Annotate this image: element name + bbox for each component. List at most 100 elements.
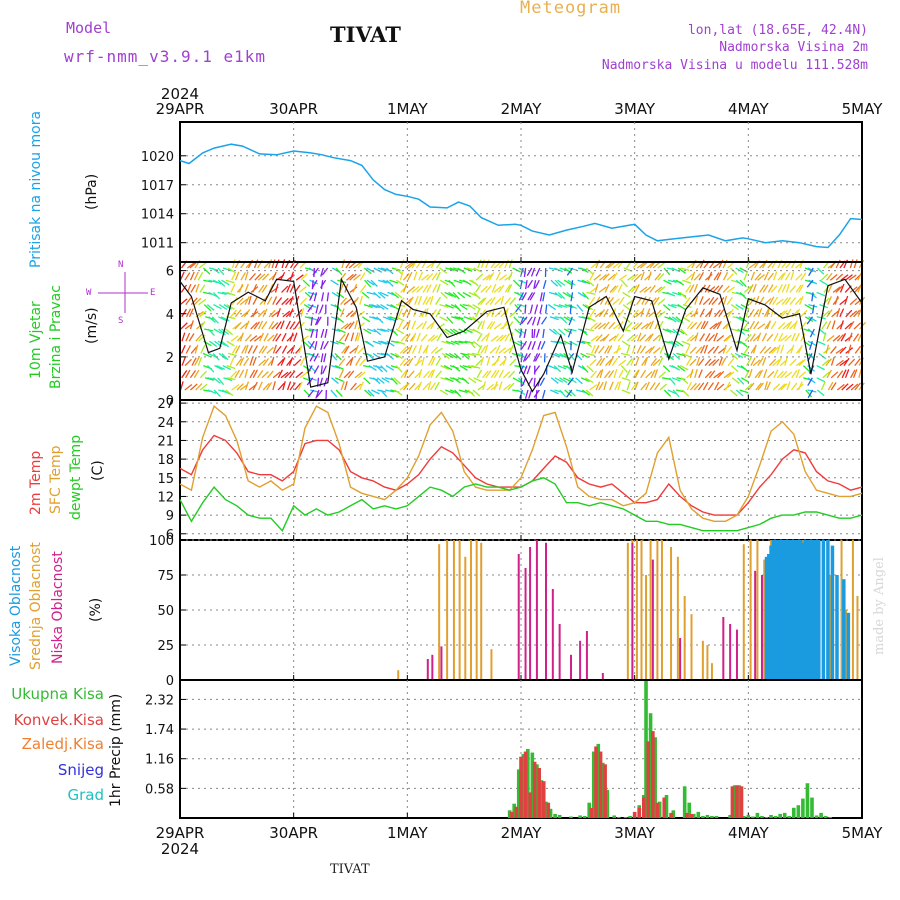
wind-barb xyxy=(584,377,594,384)
wind-barb xyxy=(745,308,750,317)
wind-barb xyxy=(244,334,252,342)
wind-barb xyxy=(221,279,230,286)
wind-barb xyxy=(194,357,200,366)
wind-barb xyxy=(677,267,686,274)
wind-barb xyxy=(181,356,186,366)
wind-barb xyxy=(243,357,250,366)
wind-barb xyxy=(757,369,764,379)
low-cloud-bar xyxy=(426,659,429,680)
wind-barb xyxy=(640,271,645,281)
wind-barb xyxy=(667,389,677,395)
wind-barb xyxy=(266,346,274,354)
conv-precip-legend: Konvek.Kisa xyxy=(13,711,104,729)
wind-barb xyxy=(253,321,261,330)
wind-barb xyxy=(261,345,268,354)
wind-barb xyxy=(353,383,362,391)
wind-barb xyxy=(627,274,636,281)
wind-barb xyxy=(707,271,713,281)
wind-barb xyxy=(848,321,855,330)
wind-barb xyxy=(636,262,645,269)
temperature-ytick-label: 15 xyxy=(157,472,174,487)
wind-barb xyxy=(504,284,511,293)
wind-barb xyxy=(708,370,716,379)
total-precip-bar xyxy=(782,812,787,818)
wind-barb xyxy=(185,345,192,354)
wind-barb xyxy=(485,332,490,342)
wind-barb xyxy=(468,291,478,297)
wind-barb xyxy=(631,273,639,281)
wind-barb xyxy=(271,322,279,330)
wind-barb xyxy=(181,370,188,379)
date-label-top: 30APR xyxy=(269,100,318,118)
wind-barb xyxy=(507,284,513,293)
wind-barb xyxy=(334,365,344,370)
total-precip-bar xyxy=(605,789,610,818)
wind-barb xyxy=(480,285,488,293)
mid-cloud-bar xyxy=(635,540,638,680)
wind-barb xyxy=(347,370,355,379)
wind-barb xyxy=(261,273,270,281)
wind-barb xyxy=(253,335,262,342)
wind-barb xyxy=(853,259,858,269)
wind-barb xyxy=(482,274,491,281)
high-cloud-bar xyxy=(767,554,771,680)
wind-barb xyxy=(559,377,568,384)
wind-barb xyxy=(768,346,777,354)
wind-barb xyxy=(294,382,302,391)
precip-ytick-label: 0.58 xyxy=(145,782,174,797)
low-cloud-bar xyxy=(579,640,582,680)
wind-barb xyxy=(707,346,715,354)
wind-barb xyxy=(644,347,653,354)
wind-barb xyxy=(494,297,502,306)
wind-barb xyxy=(206,304,215,311)
total-precip-bar xyxy=(714,815,719,818)
conv-precip-bar xyxy=(546,802,551,818)
wind-barb xyxy=(800,309,808,318)
wind-barb xyxy=(541,316,548,325)
wind-barb xyxy=(252,381,258,391)
wind-barb xyxy=(853,322,862,330)
wind-barb xyxy=(467,304,476,311)
wind-barb xyxy=(816,377,826,383)
wind-barb xyxy=(791,370,798,379)
wind-barb xyxy=(707,286,716,293)
wind-barb xyxy=(641,296,647,305)
wind-barb xyxy=(672,328,680,336)
wind-barb xyxy=(663,279,672,285)
wind-barb xyxy=(315,389,320,399)
wind-barb xyxy=(509,310,518,318)
wind-barb xyxy=(604,345,610,354)
wind-barb xyxy=(608,321,616,330)
low-cloud-bar xyxy=(722,617,725,680)
mid-cloud-bar xyxy=(480,542,483,680)
wind-barb xyxy=(299,297,308,306)
cloud-ytick-label: 0 xyxy=(166,674,174,689)
wind-barb xyxy=(696,356,701,366)
wind-barb xyxy=(763,369,768,379)
wind-barb xyxy=(604,296,611,305)
wind-barb xyxy=(453,279,463,284)
wind-barb xyxy=(530,267,536,277)
wind-barb xyxy=(685,284,692,293)
wind-barb xyxy=(472,328,481,335)
wind-barb xyxy=(400,333,408,342)
wind-barb xyxy=(622,304,631,311)
wind-barb xyxy=(520,316,528,325)
wind-barb xyxy=(387,316,396,322)
wind-ytick-label: 4 xyxy=(166,308,174,323)
mid-cloud-bar xyxy=(469,540,472,680)
low-cloud-bar xyxy=(631,542,634,680)
wind-barb xyxy=(686,334,695,342)
mid-cloud-bar xyxy=(458,540,461,680)
wind-barb xyxy=(750,271,756,281)
wind-barb xyxy=(488,272,495,281)
wind-barb xyxy=(849,286,858,293)
wind-barb xyxy=(341,345,348,354)
wind-barb xyxy=(257,273,266,281)
wind-barb xyxy=(213,304,222,310)
wind-barb xyxy=(695,346,703,354)
wind-barb xyxy=(576,304,584,312)
wind-barb xyxy=(836,334,844,342)
wind-barb xyxy=(261,321,268,330)
wind-barb xyxy=(772,359,780,367)
